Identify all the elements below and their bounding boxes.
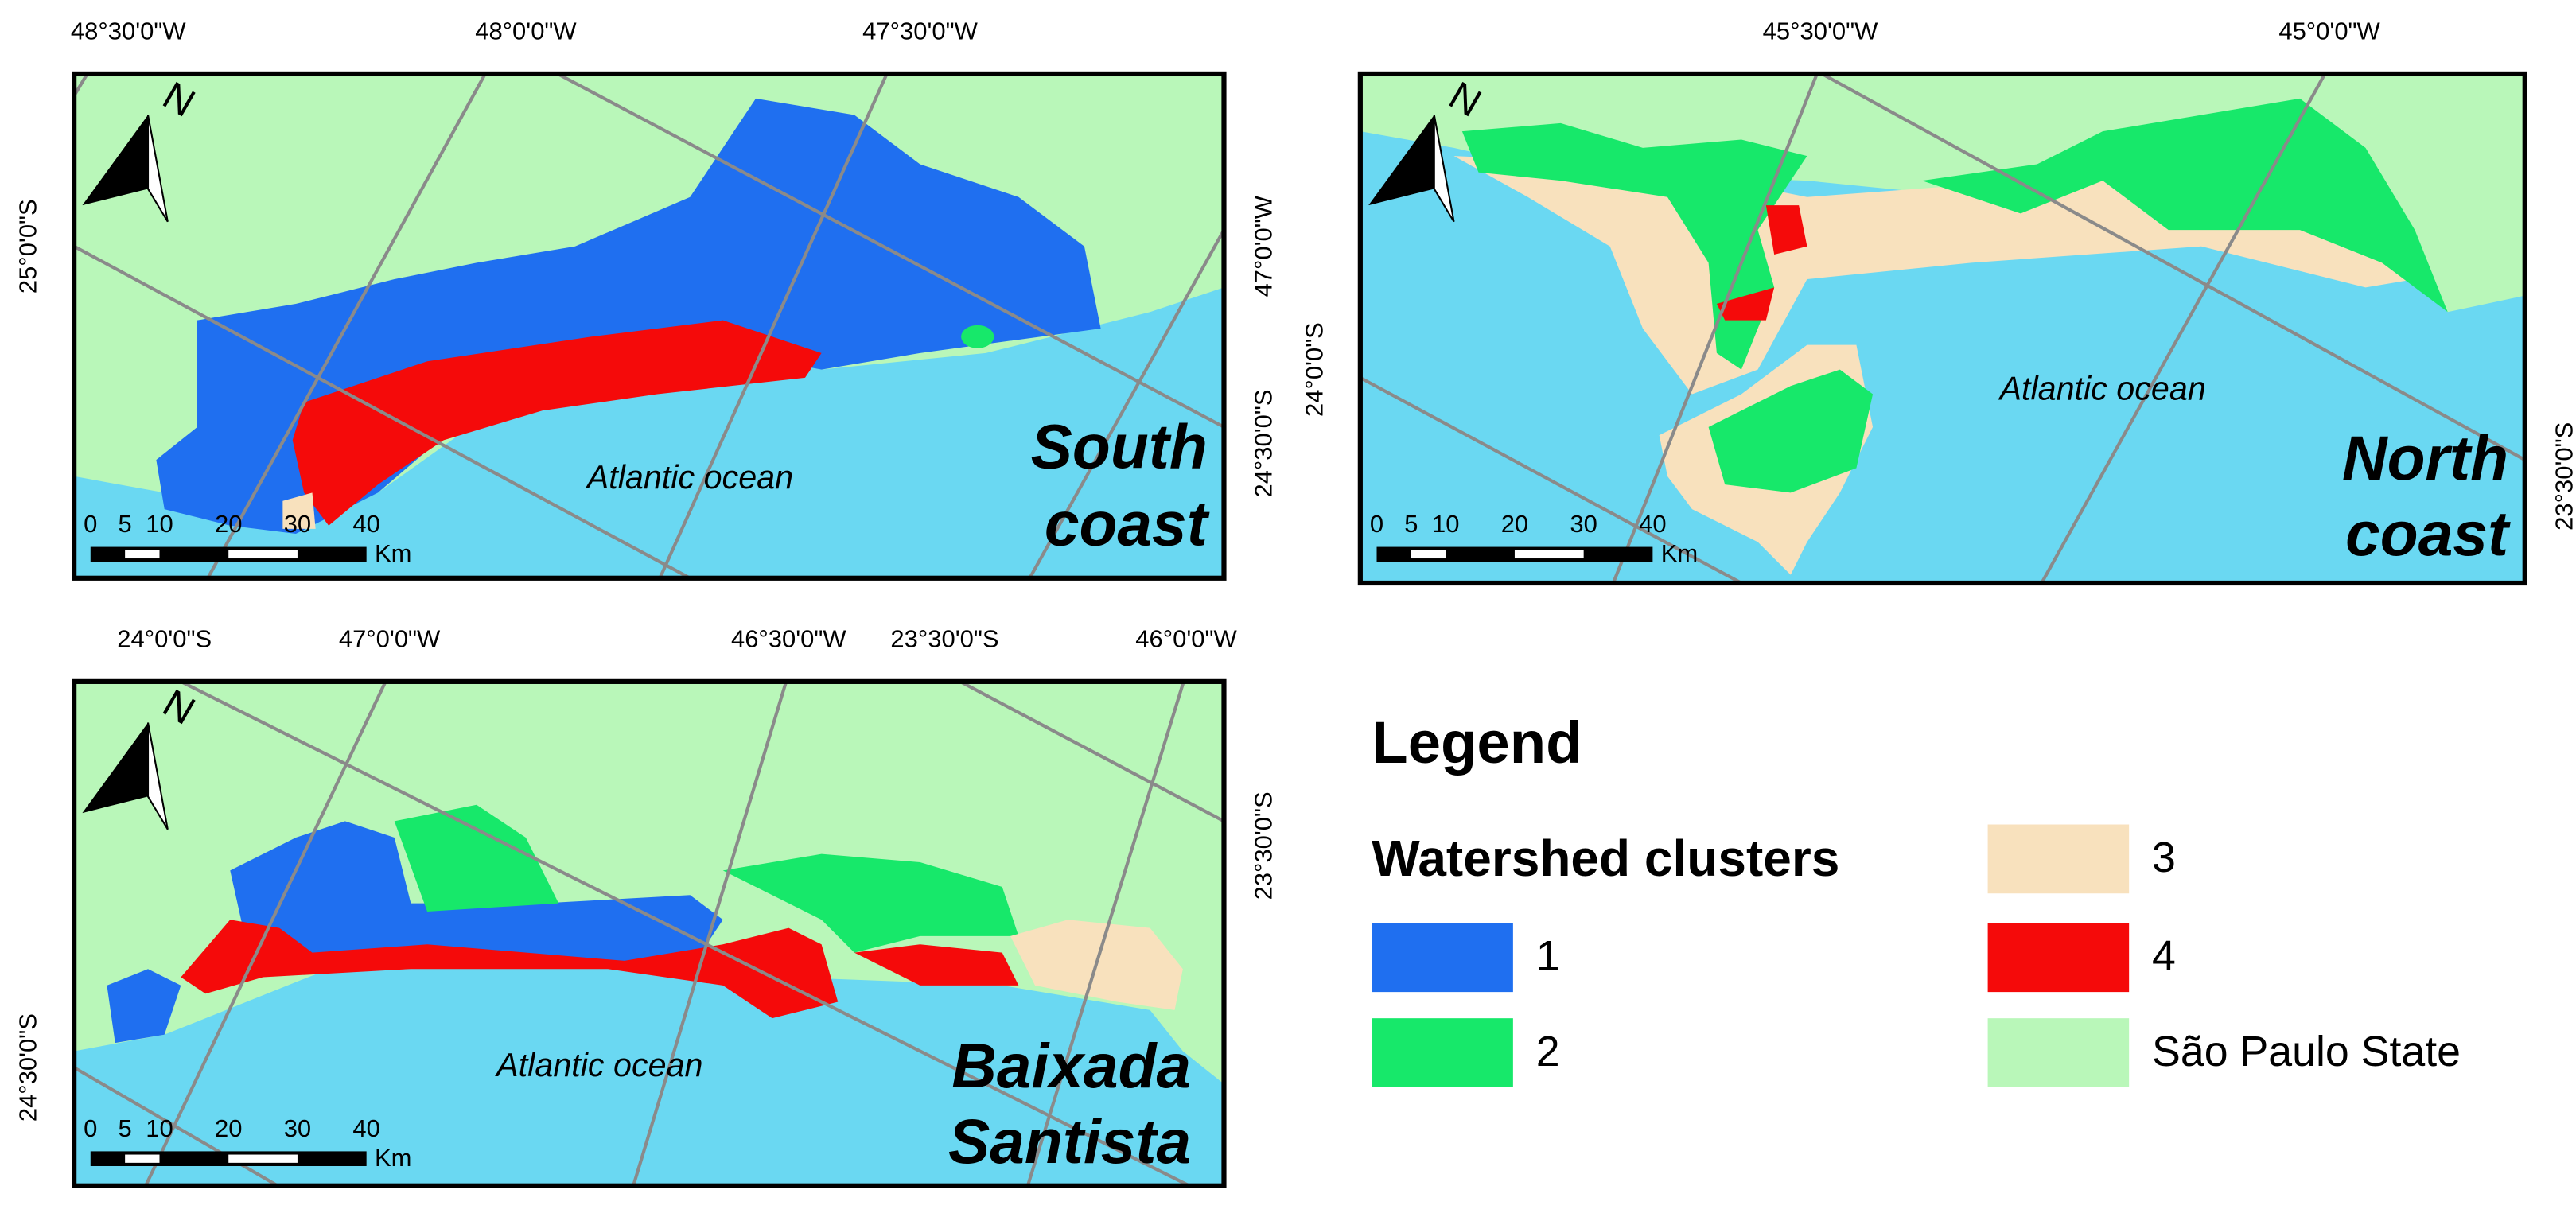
north-arrow bbox=[82, 722, 168, 830]
scale-unit: Km bbox=[375, 1144, 411, 1172]
legend-swatch bbox=[1372, 923, 1513, 993]
panel-title: South bbox=[1031, 412, 1208, 482]
scale-label: 30 bbox=[284, 510, 311, 538]
coord-label: 47°0'0"W bbox=[1249, 195, 1277, 297]
scale-label: 30 bbox=[1570, 510, 1597, 538]
coord-label: 24°30'0"S bbox=[1249, 389, 1277, 497]
legend-label: 3 bbox=[2152, 834, 2176, 881]
coord-label: 45°30'0"W bbox=[1763, 17, 1878, 45]
scale-label: 10 bbox=[146, 1114, 173, 1142]
scale-label: 40 bbox=[352, 1114, 379, 1142]
map-north bbox=[1360, 73, 2525, 583]
coord-label: 45°0'0"W bbox=[2278, 17, 2380, 45]
legend-swatch bbox=[1987, 923, 2130, 993]
scale-label: 40 bbox=[352, 510, 379, 538]
scale-label: 5 bbox=[1404, 510, 1418, 538]
scale-label: 30 bbox=[284, 1114, 311, 1142]
legend-swatch bbox=[1372, 1018, 1513, 1087]
scale-label: 5 bbox=[119, 1114, 132, 1142]
map-baixada bbox=[74, 681, 1224, 1186]
coord-label: 46°0'0"W bbox=[1135, 624, 1237, 652]
frame bbox=[72, 71, 1227, 581]
north-arrow bbox=[147, 722, 169, 830]
panel-title: Baixada bbox=[951, 1031, 1191, 1101]
coord-label: 47°30'0"W bbox=[862, 17, 978, 45]
legend-label: 4 bbox=[2152, 932, 2176, 980]
coord-label: 23°30'0"S bbox=[2551, 422, 2576, 531]
legend-label: 1 bbox=[1536, 932, 1560, 980]
coord-label: 24°30'0"S bbox=[14, 1013, 42, 1122]
scale-label: 10 bbox=[1432, 510, 1459, 538]
panel-title: North bbox=[2342, 423, 2508, 493]
scale-label: 0 bbox=[1370, 510, 1383, 538]
coord-label: 48°0'0"W bbox=[475, 17, 577, 45]
north-arrow bbox=[147, 115, 169, 223]
scale-label: 20 bbox=[215, 510, 242, 538]
coord-label: 23°30'0"S bbox=[1249, 791, 1277, 900]
ocean-label: Atlantic ocean bbox=[585, 459, 793, 496]
ocean-label: Atlantic ocean bbox=[1997, 370, 2205, 406]
scale-segment bbox=[125, 1154, 160, 1163]
scale-label: 20 bbox=[215, 1114, 242, 1142]
frame bbox=[1357, 71, 2527, 586]
panel-title: Santista bbox=[948, 1106, 1191, 1176]
legend-swatch bbox=[1987, 824, 2130, 894]
scale-segment bbox=[228, 1154, 298, 1163]
scale-label: 0 bbox=[84, 1114, 97, 1142]
coord-label: 24°0'0"S bbox=[1300, 322, 1328, 417]
legend-subtitle: Watershed clusters bbox=[1372, 830, 1839, 887]
coord-label: 23°30'0"S bbox=[890, 624, 998, 652]
scale-label: 5 bbox=[119, 510, 132, 538]
coord-label: 46°30'0"W bbox=[731, 624, 846, 652]
map-south bbox=[74, 73, 1224, 578]
scale-label: 40 bbox=[1639, 510, 1666, 538]
scale-unit: Km bbox=[1661, 539, 1698, 567]
north-arrow bbox=[82, 115, 168, 222]
coord-label: 47°0'0"W bbox=[339, 624, 441, 652]
legend-swatch bbox=[1987, 1018, 2130, 1087]
coord-label: 25°0'0"S bbox=[14, 199, 42, 294]
panel-title: coast bbox=[1045, 489, 1210, 559]
scale-segment bbox=[125, 550, 160, 559]
ocean-label: Atlantic ocean bbox=[494, 1047, 702, 1083]
scale-segment bbox=[1514, 550, 1584, 559]
frame bbox=[72, 678, 1227, 1188]
scale-label: 10 bbox=[146, 510, 173, 538]
scale-label: 20 bbox=[1501, 510, 1528, 538]
scale-segment bbox=[228, 550, 298, 559]
legend-title: Legend bbox=[1372, 710, 1582, 776]
coord-label: 24°0'0"S bbox=[117, 624, 212, 652]
coord-label: 48°30'0"W bbox=[71, 17, 186, 45]
north-arrow bbox=[1433, 115, 1455, 223]
panel-title: coast bbox=[2345, 499, 2511, 569]
legend-label: 2 bbox=[1536, 1028, 1560, 1075]
scale-unit: Km bbox=[375, 539, 411, 567]
north-arrow bbox=[1368, 115, 1454, 222]
scale-segment bbox=[1411, 550, 1446, 559]
scale-label: 0 bbox=[84, 510, 97, 538]
legend-label: São Paulo State bbox=[2152, 1028, 2461, 1075]
